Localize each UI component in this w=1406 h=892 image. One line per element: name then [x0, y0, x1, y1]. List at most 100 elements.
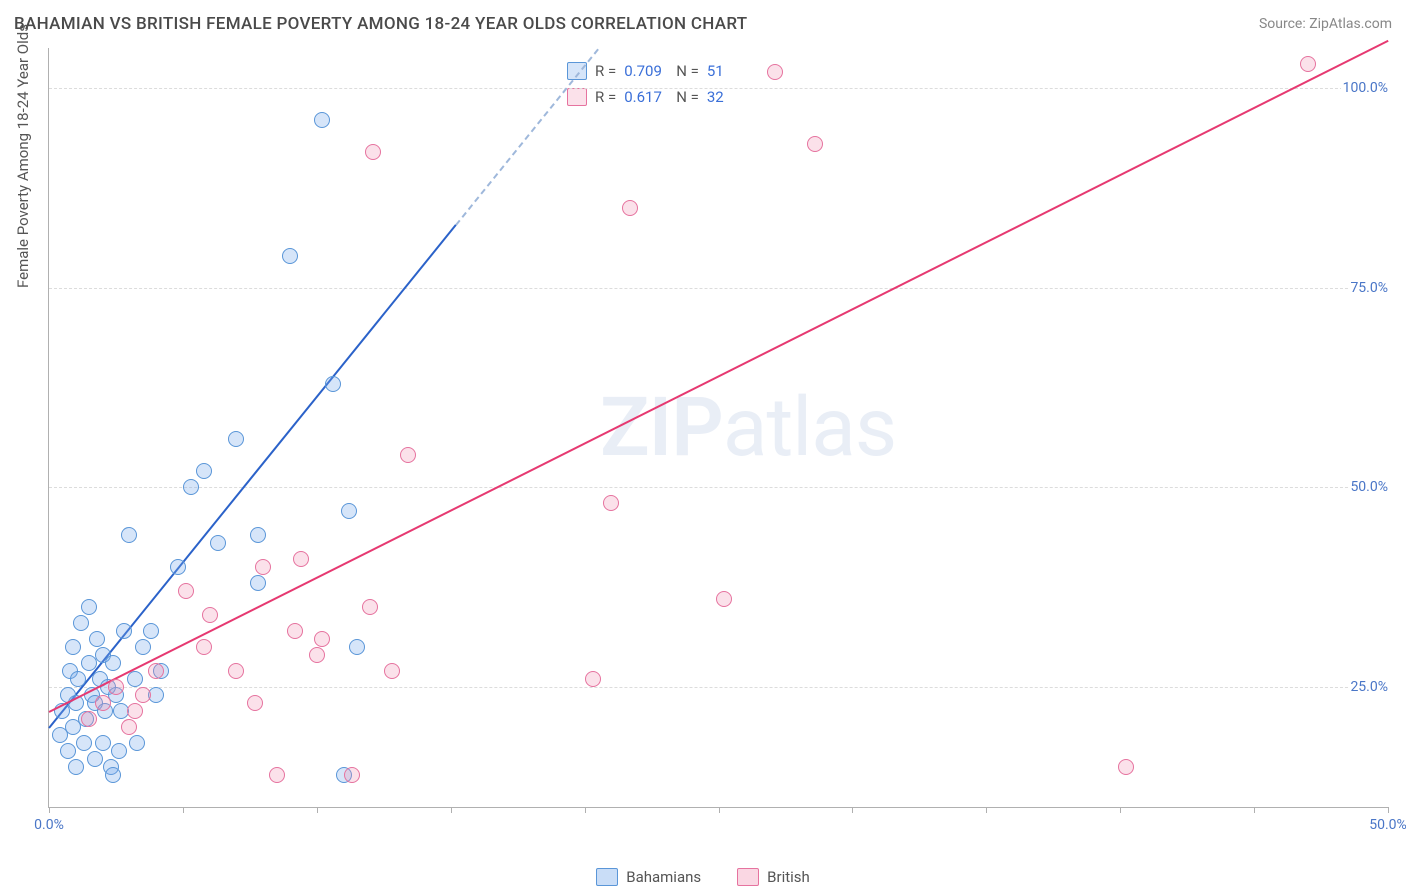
data-point-british	[314, 631, 330, 647]
gridline	[49, 687, 1388, 688]
data-point-british	[202, 607, 218, 623]
data-point-bahamians	[73, 615, 89, 631]
data-point-british	[135, 687, 151, 703]
x-tick-mark	[451, 807, 452, 813]
swatch-british	[567, 88, 587, 106]
data-point-british	[603, 495, 619, 511]
data-point-british	[716, 591, 732, 607]
data-point-bahamians	[135, 639, 151, 655]
data-point-bahamians	[111, 743, 127, 759]
data-point-bahamians	[325, 376, 341, 392]
data-point-british	[309, 647, 325, 663]
chart-legend: Bahamians British	[0, 868, 1406, 886]
data-point-british	[767, 64, 783, 80]
watermark: ZIPatlas	[600, 380, 896, 476]
data-point-bahamians	[143, 623, 159, 639]
data-point-british	[148, 663, 164, 679]
data-point-british	[384, 663, 400, 679]
legend-swatch-british	[737, 868, 759, 886]
data-point-british	[121, 719, 137, 735]
data-point-british	[293, 551, 309, 567]
data-point-british	[287, 623, 303, 639]
x-tick-mark	[852, 807, 853, 813]
data-point-bahamians	[87, 751, 103, 767]
data-point-british	[196, 639, 212, 655]
y-tick-label: 100.0%	[1341, 80, 1390, 96]
y-tick-label: 25.0%	[1348, 679, 1390, 695]
data-point-bahamians	[210, 535, 226, 551]
data-point-british	[365, 144, 381, 160]
gridline	[49, 487, 1388, 488]
gridline	[49, 88, 1388, 89]
x-tick-mark	[1388, 807, 1389, 813]
data-point-bahamians	[282, 248, 298, 264]
chart-title: BAHAMIAN VS BRITISH FEMALE POVERTY AMONG…	[14, 14, 747, 34]
data-point-british	[95, 695, 111, 711]
legend-swatch-bahamians	[596, 868, 618, 886]
data-point-bahamians	[250, 575, 266, 591]
data-point-bahamians	[105, 655, 121, 671]
chart-source: Source: ZipAtlas.com	[1259, 16, 1392, 32]
data-point-bahamians	[65, 639, 81, 655]
x-tick-mark	[986, 807, 987, 813]
data-point-bahamians	[341, 503, 357, 519]
data-point-bahamians	[170, 559, 186, 575]
data-point-bahamians	[60, 743, 76, 759]
data-point-bahamians	[76, 735, 92, 751]
y-tick-label: 50.0%	[1348, 479, 1390, 495]
data-point-british	[81, 711, 97, 727]
gridline	[49, 288, 1388, 289]
x-tick-mark	[49, 807, 50, 813]
legend-item-bahamians: Bahamians	[596, 868, 701, 886]
legend-item-british: British	[737, 868, 810, 886]
data-point-british	[269, 767, 285, 783]
data-point-british	[344, 767, 360, 783]
data-point-bahamians	[89, 631, 105, 647]
stat-row-bahamians: R = 0.709 N = 51	[567, 58, 751, 84]
x-tick-mark	[1120, 807, 1121, 813]
data-point-bahamians	[127, 671, 143, 687]
data-point-bahamians	[228, 431, 244, 447]
data-point-british	[127, 703, 143, 719]
data-point-bahamians	[196, 463, 212, 479]
trend-line	[455, 48, 599, 225]
data-point-british	[585, 671, 601, 687]
data-point-bahamians	[121, 527, 137, 543]
data-point-british	[247, 695, 263, 711]
x-tick-mark	[183, 807, 184, 813]
data-point-british	[362, 599, 378, 615]
x-tick-label: 0.0%	[34, 817, 64, 833]
data-point-british	[807, 136, 823, 152]
legend-label-british: British	[767, 868, 810, 886]
data-point-bahamians	[70, 671, 86, 687]
data-point-british	[1300, 56, 1316, 72]
data-point-british	[108, 679, 124, 695]
data-point-british	[178, 583, 194, 599]
data-point-bahamians	[68, 759, 84, 775]
data-point-british	[228, 663, 244, 679]
y-axis-label: Female Poverty Among 18-24 Year Olds	[14, 24, 32, 288]
data-point-bahamians	[116, 623, 132, 639]
plot-region: ZIPatlas R = 0.709 N = 51 R = 0.617 N = …	[48, 48, 1388, 808]
x-tick-mark	[585, 807, 586, 813]
data-point-bahamians	[81, 599, 97, 615]
data-point-bahamians	[314, 112, 330, 128]
data-point-british	[622, 200, 638, 216]
x-tick-mark	[719, 807, 720, 813]
legend-label-bahamians: Bahamians	[626, 868, 701, 886]
data-point-british	[1118, 759, 1134, 775]
x-tick-label: 50.0%	[1369, 817, 1406, 833]
correlation-stat-box: R = 0.709 N = 51 R = 0.617 N = 32	[561, 56, 757, 112]
data-point-bahamians	[349, 639, 365, 655]
y-tick-label: 75.0%	[1348, 280, 1390, 296]
chart-header: BAHAMIAN VS BRITISH FEMALE POVERTY AMONG…	[0, 0, 1406, 40]
data-point-bahamians	[183, 479, 199, 495]
data-point-bahamians	[105, 767, 121, 783]
trend-line	[49, 40, 1389, 713]
chart-plot-area: ZIPatlas R = 0.709 N = 51 R = 0.617 N = …	[48, 48, 1388, 808]
x-tick-mark	[1254, 807, 1255, 813]
data-point-british	[400, 447, 416, 463]
data-point-british	[255, 559, 271, 575]
data-point-bahamians	[129, 735, 145, 751]
data-point-bahamians	[250, 527, 266, 543]
